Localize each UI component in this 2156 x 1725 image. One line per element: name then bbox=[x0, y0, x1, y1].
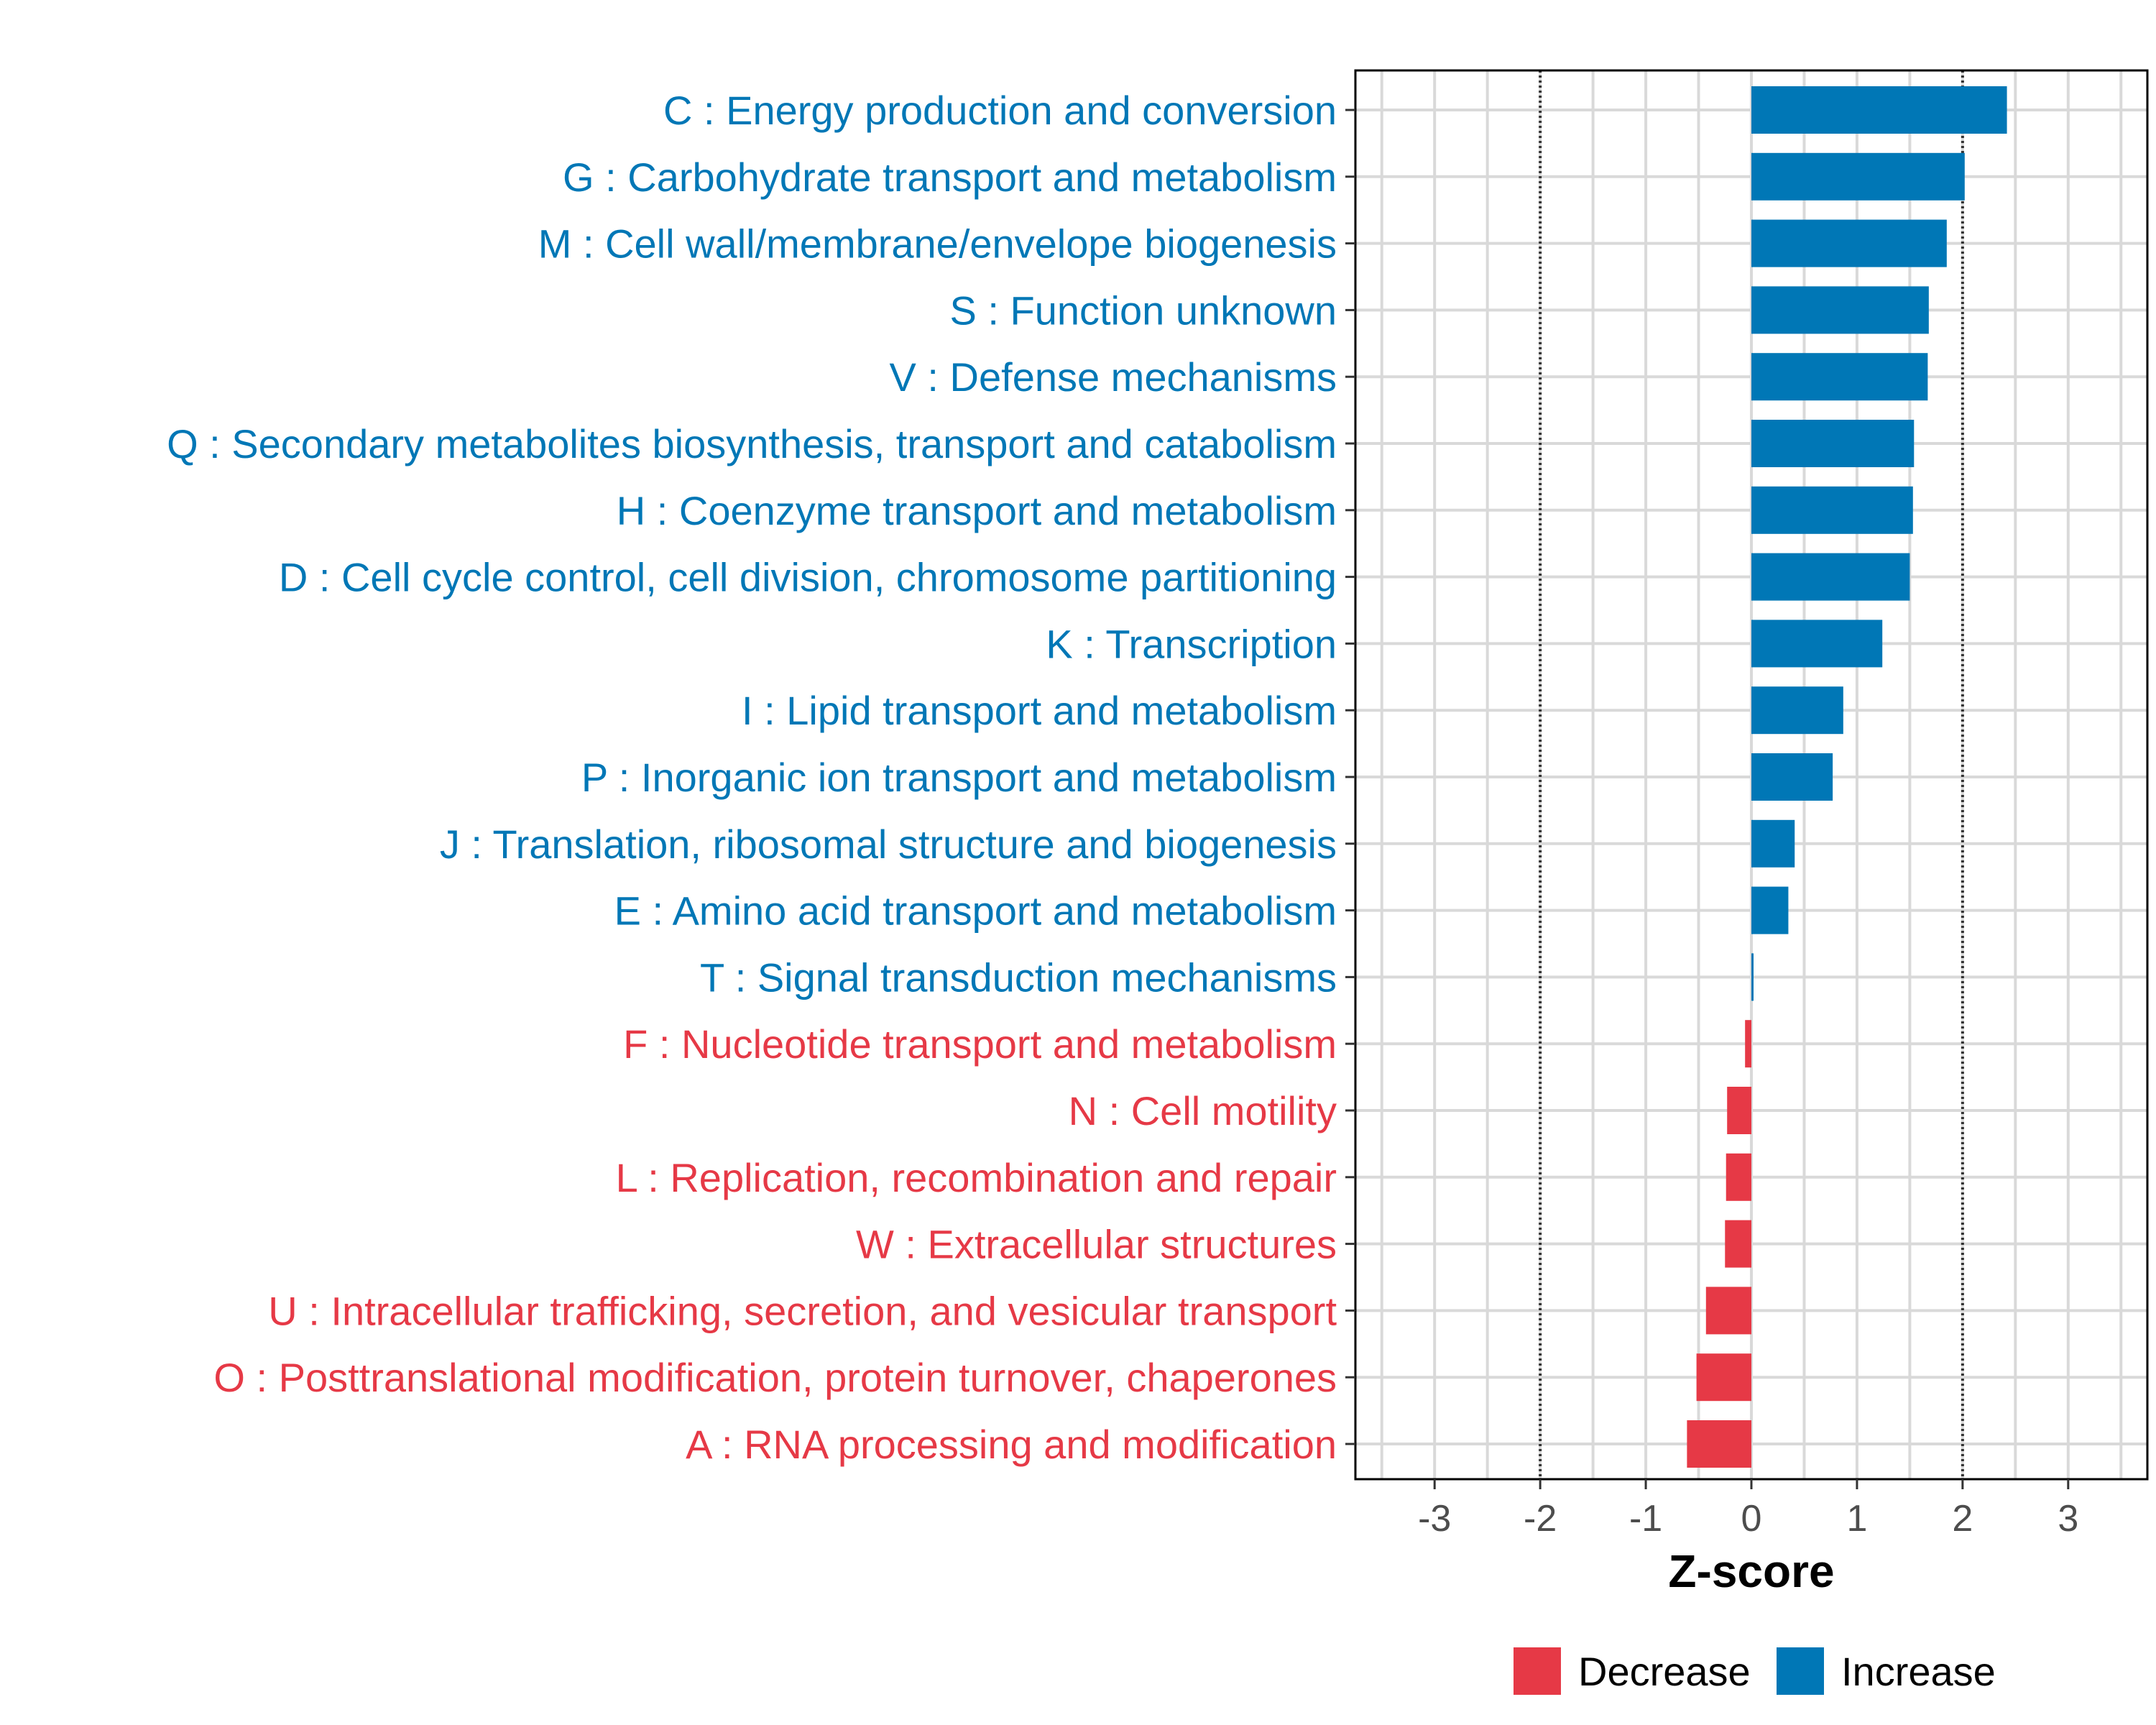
bar bbox=[1726, 1153, 1751, 1201]
category-label: L : Replication, recombination and repai… bbox=[616, 1155, 1337, 1200]
category-label: M : Cell wall/membrane/envelope biogenes… bbox=[538, 221, 1337, 267]
bar bbox=[1751, 286, 1929, 334]
bar bbox=[1751, 420, 1915, 467]
category-label: F : Nucleotide transport and metabolism bbox=[623, 1021, 1337, 1067]
x-tick-label: 2 bbox=[1952, 1498, 1973, 1540]
category-label: O : Posttranslational modification, prot… bbox=[213, 1355, 1337, 1400]
bar bbox=[1725, 1220, 1751, 1268]
category-label: N : Cell motility bbox=[1069, 1088, 1337, 1133]
category-label: U : Intracellular trafficking, secretion… bbox=[268, 1288, 1337, 1333]
category-label: E : Amino acid transport and metabolism bbox=[614, 888, 1337, 934]
bar bbox=[1751, 953, 1754, 1001]
category-label: J : Translation, ribosomal structure and… bbox=[440, 822, 1337, 867]
legend-swatch-decrease bbox=[1514, 1647, 1561, 1695]
category-label: I : Lipid transport and metabolism bbox=[742, 688, 1337, 733]
x-tick-label: -2 bbox=[1524, 1498, 1557, 1540]
x-tick-label: -3 bbox=[1418, 1498, 1451, 1540]
bar bbox=[1751, 553, 1910, 601]
y-axis-ticks bbox=[1345, 109, 1355, 1445]
legend: Decrease Increase bbox=[1514, 1647, 1996, 1695]
category-label: D : Cell cycle control, cell division, c… bbox=[279, 555, 1337, 600]
x-tick-label: -1 bbox=[1629, 1498, 1662, 1540]
category-label: T : Signal transduction mechanisms bbox=[700, 954, 1337, 1000]
bar bbox=[1751, 86, 2007, 134]
x-axis-ticks: -3 -2 -1 0 1 2 3 bbox=[1418, 1479, 2078, 1540]
x-tick-label: 0 bbox=[1741, 1498, 1762, 1540]
bar bbox=[1751, 152, 1965, 201]
category-label: S : Function unknown bbox=[949, 288, 1337, 333]
bars bbox=[1687, 86, 2007, 1468]
bar bbox=[1751, 886, 1789, 934]
reference-lines bbox=[1539, 70, 1964, 1479]
bar bbox=[1751, 753, 1833, 801]
bar bbox=[1751, 486, 1913, 534]
category-label: G : Carbohydrate transport and metabolis… bbox=[563, 155, 1337, 200]
x-tick-label: 3 bbox=[2058, 1498, 2078, 1540]
bar bbox=[1751, 620, 1883, 668]
category-label: Q : Secondary metabolites biosynthesis, … bbox=[167, 421, 1337, 466]
bar bbox=[1751, 353, 1928, 401]
bar bbox=[1745, 1020, 1751, 1068]
legend-label-decrease: Decrease bbox=[1578, 1649, 1751, 1694]
category-label: V : Defense mechanisms bbox=[890, 354, 1337, 400]
bar bbox=[1696, 1353, 1751, 1402]
legend-swatch-increase bbox=[1777, 1647, 1824, 1695]
category-label: K : Transcription bbox=[1046, 621, 1337, 666]
bar bbox=[1751, 819, 1795, 868]
category-label: W : Extracellular structures bbox=[856, 1222, 1337, 1267]
legend-label-increase: Increase bbox=[1841, 1649, 1996, 1694]
x-axis-title: Z-score bbox=[1668, 1545, 1834, 1597]
bar bbox=[1751, 686, 1843, 735]
category-label: A : RNA processing and modification bbox=[686, 1422, 1337, 1467]
bar bbox=[1705, 1287, 1751, 1335]
x-tick-label: 1 bbox=[1846, 1498, 1867, 1540]
category-label: C : Energy production and conversion bbox=[663, 88, 1337, 133]
bar bbox=[1687, 1420, 1751, 1468]
category-label: H : Coenzyme transport and metabolism bbox=[617, 488, 1337, 533]
category-label: P : Inorganic ion transport and metaboli… bbox=[581, 755, 1337, 800]
bar bbox=[1751, 219, 1947, 267]
bar bbox=[1727, 1087, 1751, 1134]
